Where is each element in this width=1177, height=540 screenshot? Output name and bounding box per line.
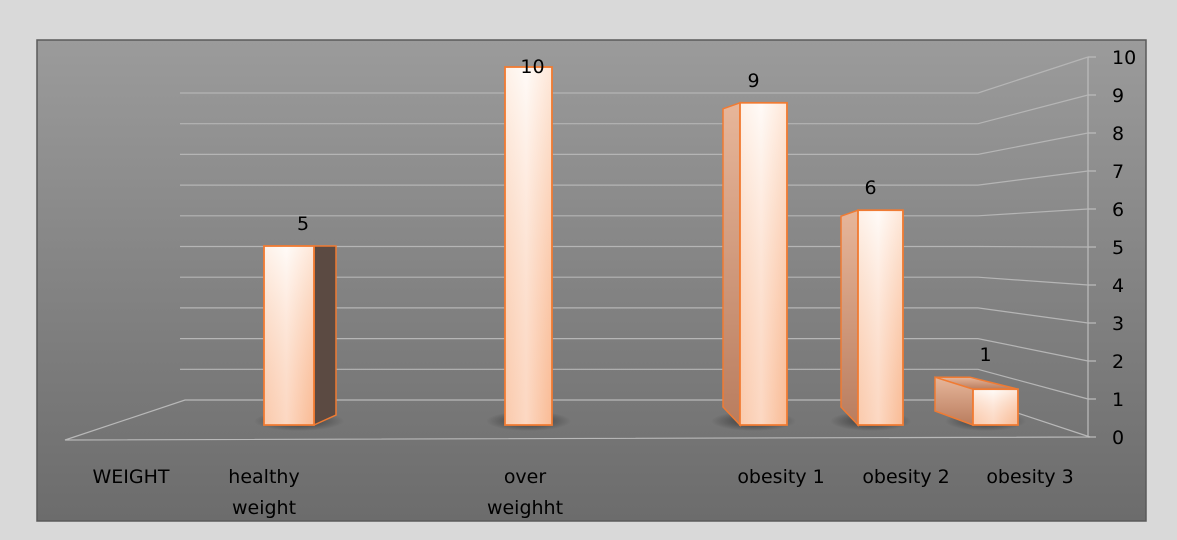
gridline <box>180 368 1089 400</box>
y-tick-label: 9 <box>1112 85 1124 107</box>
bar-sheen <box>974 390 1017 424</box>
gridline <box>180 170 1089 186</box>
gridline <box>180 338 1089 362</box>
category-label: over weighht <box>487 466 563 519</box>
gridline <box>180 276 1089 286</box>
y-tick-label: 3 <box>1112 313 1124 335</box>
bar-sheen <box>859 211 902 424</box>
bar-sheen <box>506 68 551 424</box>
plot-area <box>36 39 1147 522</box>
gridline <box>180 208 1089 217</box>
category-label: obesity 3 <box>986 466 1073 488</box>
gridline <box>180 307 1089 324</box>
y-tick-label: 6 <box>1112 199 1124 221</box>
y-tick-label: 7 <box>1112 161 1124 183</box>
data-label: 1 <box>979 344 991 366</box>
gridline <box>180 245 1089 248</box>
bar-sheen <box>265 247 313 424</box>
bar-sheen <box>741 103 786 425</box>
y-tick-label: 2 <box>1112 351 1124 373</box>
data-label: 10 <box>520 56 544 78</box>
y-tick-label: 10 <box>1112 47 1136 69</box>
category-label: healthy weight <box>228 466 299 519</box>
category-label: WEIGHT <box>92 466 169 488</box>
y-tick-label: 4 <box>1112 275 1124 297</box>
bar-side <box>722 101 741 427</box>
bar-side <box>313 245 337 427</box>
gridline <box>180 94 1089 125</box>
y-tick-label: 0 <box>1112 427 1124 449</box>
y-tick-label: 8 <box>1112 123 1124 145</box>
data-label: 6 <box>864 177 876 199</box>
gridline <box>180 132 1089 155</box>
data-label: 9 <box>747 70 759 92</box>
category-label: obesity 2 <box>862 466 949 488</box>
data-label: 5 <box>297 213 309 235</box>
y-tick-label: 5 <box>1112 237 1124 259</box>
gridline <box>180 56 1089 94</box>
category-label: obesity 1 <box>737 466 824 488</box>
bar-side <box>840 209 859 427</box>
y-tick-label: 1 <box>1112 389 1124 411</box>
